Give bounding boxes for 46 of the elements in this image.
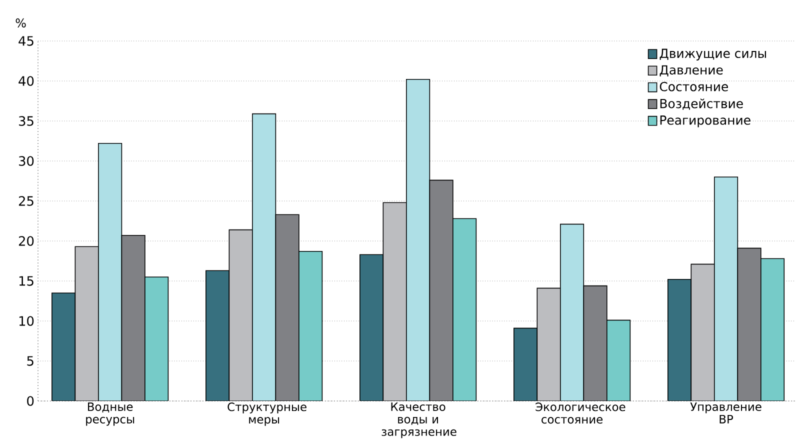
bar xyxy=(206,270,230,401)
legend-label: Движущие силы xyxy=(660,48,766,60)
bar xyxy=(714,176,738,401)
y-tick-label: 30 xyxy=(18,156,34,166)
legend-label: Давление xyxy=(660,65,723,76)
x-tick-label: Экологическое состояние xyxy=(536,402,626,424)
legend-label: Воздействие xyxy=(660,98,743,110)
y-tick-label: 20 xyxy=(18,236,34,246)
bar xyxy=(760,258,785,401)
bar xyxy=(583,285,608,401)
y-tick-label: 40 xyxy=(18,76,34,86)
bar xyxy=(52,292,76,401)
bar xyxy=(144,276,169,401)
bar xyxy=(74,246,99,401)
x-tick-label: Управление ВР xyxy=(690,402,762,424)
y-axis-title: % xyxy=(16,18,26,28)
bar xyxy=(298,251,322,401)
bar xyxy=(229,230,252,401)
bar xyxy=(737,248,762,401)
legend-label: Реагирование xyxy=(660,116,750,128)
bar xyxy=(360,254,384,401)
bar xyxy=(560,224,584,401)
y-tick-label: 35 xyxy=(18,116,34,126)
y-tick-label: 5 xyxy=(27,356,34,366)
y-tick-label: 45 xyxy=(18,36,34,46)
x-tick-label: Структурные меры xyxy=(228,402,306,426)
y-tick-label: 10 xyxy=(19,316,34,326)
x-tick-label: Водные ресурсы xyxy=(86,402,134,426)
bar xyxy=(429,180,454,401)
x-tick-label: Качество воды и загрязнение xyxy=(382,402,456,438)
bar xyxy=(514,328,538,401)
bar xyxy=(252,114,276,401)
bar xyxy=(536,288,561,401)
bar xyxy=(98,143,122,401)
y-tick-label: 15 xyxy=(19,276,34,286)
y-tick-label: 25 xyxy=(18,196,34,206)
y-tick-label: 0 xyxy=(27,396,34,406)
bar xyxy=(606,320,631,401)
bar xyxy=(690,264,715,401)
bar xyxy=(406,79,430,401)
bar xyxy=(667,279,692,401)
bar xyxy=(382,202,407,401)
bar xyxy=(121,235,146,401)
legend-label: Состояние xyxy=(660,82,728,92)
bar xyxy=(452,218,477,401)
bar xyxy=(276,214,299,401)
